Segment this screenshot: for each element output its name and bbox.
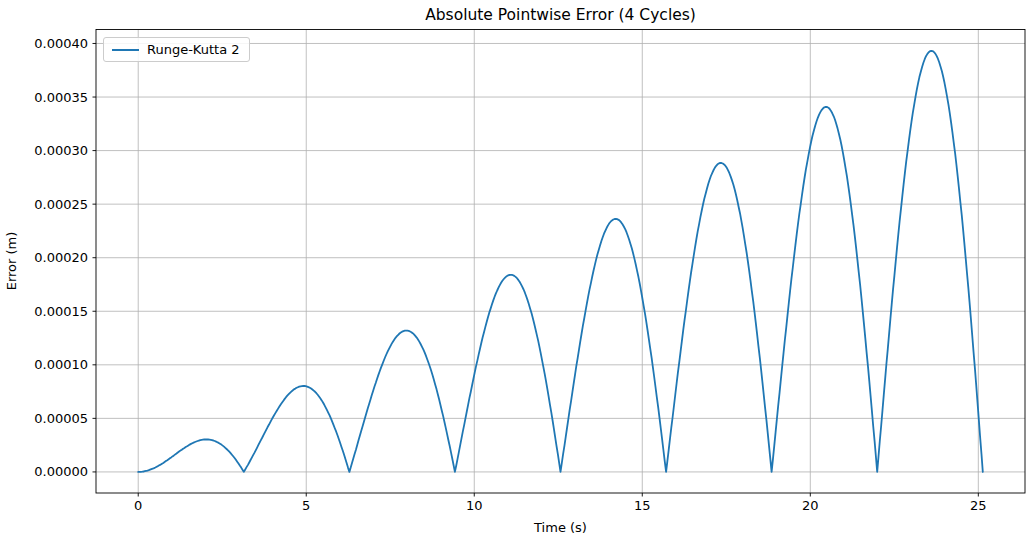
y-tick-label: 0.00015 bbox=[34, 304, 88, 319]
chart-title: Absolute Pointwise Error (4 Cycles) bbox=[96, 6, 1025, 24]
legend-line-sample bbox=[112, 49, 139, 51]
legend: Runge-Kutta 2 bbox=[103, 37, 250, 62]
legend-label: Runge-Kutta 2 bbox=[147, 42, 240, 57]
y-tick-label: 0.00025 bbox=[34, 197, 88, 212]
y-tick-label: 0.00030 bbox=[34, 143, 88, 158]
y-tick-label: 0.00040 bbox=[34, 36, 88, 51]
x-tick-label: 15 bbox=[634, 498, 651, 513]
x-axis-label: Time (s) bbox=[96, 520, 1025, 535]
axes-spines bbox=[96, 30, 1025, 494]
x-tick-label: 20 bbox=[802, 498, 819, 513]
x-tick-label: 0 bbox=[134, 498, 142, 513]
y-axis-label: Error (m) bbox=[4, 232, 19, 291]
x-tick-label: 10 bbox=[466, 498, 483, 513]
y-tick-label: 0.00005 bbox=[34, 411, 88, 426]
y-tick-label: 0.00035 bbox=[34, 90, 88, 105]
y-tick-label: 0.00020 bbox=[34, 250, 88, 265]
error-curve bbox=[138, 51, 983, 472]
figure: 0 5 10 15 20 25 0.00000 0.00005 0.00010 0.00015 0.… bbox=[0, 0, 1036, 547]
x-tick-label: 5 bbox=[302, 498, 310, 513]
y-tick-label: 0.00000 bbox=[34, 464, 88, 479]
plot-svg: 0 5 10 15 20 25 0.00000 0.00005 0.00010 0.00015 0.… bbox=[0, 0, 1036, 547]
x-tick-label: 25 bbox=[970, 498, 987, 513]
y-tick-label: 0.00010 bbox=[34, 357, 88, 372]
